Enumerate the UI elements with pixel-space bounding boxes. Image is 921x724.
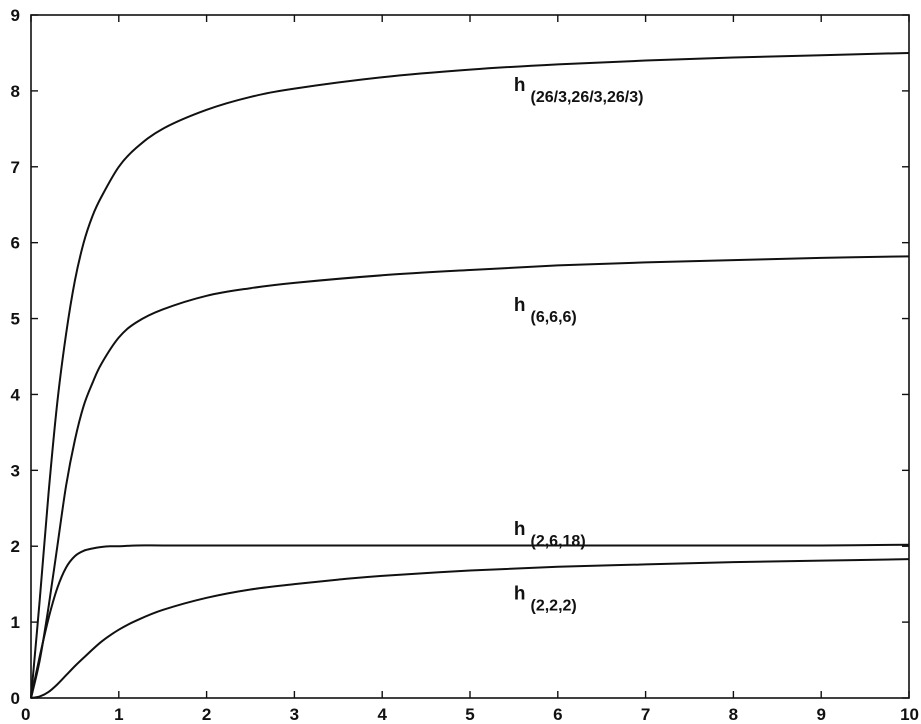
y-tick-label-4: 4 bbox=[11, 385, 21, 404]
series-label-0: h(26/3,26/3,26/3) bbox=[514, 75, 644, 106]
series-line-2 bbox=[30, 543, 910, 699]
x-tick-label-2: 2 bbox=[202, 705, 211, 724]
series-labels: h(26/3,26/3,26/3) h(6,6,6) h(2,6,18) h(2,2,… bbox=[514, 75, 644, 614]
y-tick-label-9: 9 bbox=[11, 6, 20, 25]
series-line-0 bbox=[30, 51, 910, 699]
x-tick-label-1: 1 bbox=[114, 705, 123, 724]
y-tick-label-2: 2 bbox=[11, 537, 20, 556]
x-tick-label-10: 10 bbox=[900, 705, 919, 724]
y-tick-label-1: 1 bbox=[11, 613, 20, 632]
y-tick-label-5: 5 bbox=[11, 310, 20, 329]
y-tick-label-8: 8 bbox=[11, 82, 20, 101]
y-tick-label-3: 3 bbox=[11, 461, 20, 480]
axis-ticks bbox=[30, 14, 910, 699]
series-label-1: h(6,6,6) bbox=[514, 295, 577, 326]
x-tick-label-4: 4 bbox=[377, 705, 387, 724]
y-tick-label-7: 7 bbox=[11, 158, 20, 177]
series-label-3: h(2,2,2) bbox=[514, 583, 577, 614]
x-tick-label-5: 5 bbox=[465, 705, 474, 724]
x-tick-label-6: 6 bbox=[553, 705, 562, 724]
series-curves bbox=[30, 51, 910, 699]
series-label-2: h(2,6,18) bbox=[514, 519, 586, 550]
x-tick-label-8: 8 bbox=[729, 705, 738, 724]
plot-frame bbox=[30, 14, 910, 699]
x-tick-label-9: 9 bbox=[816, 705, 825, 724]
y-tick-label-0: 0 bbox=[11, 689, 20, 708]
x-tick-label-0: 0 bbox=[21, 705, 30, 724]
series-line-1 bbox=[30, 255, 910, 699]
x-tick-label-7: 7 bbox=[641, 705, 650, 724]
axis-tick-labels: 0 1 2 3 4 5 6 7 8 9 10 0 1 2 3 4 5 6 7 8 9 bbox=[11, 6, 919, 724]
y-tick-label-6: 6 bbox=[11, 234, 20, 253]
series-line-3 bbox=[30, 558, 910, 699]
x-tick-label-3: 3 bbox=[290, 705, 299, 724]
